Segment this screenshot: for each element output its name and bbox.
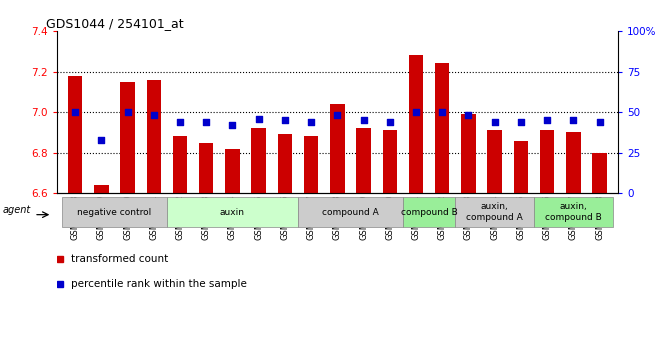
Point [96, 137, 107, 142]
Point [253, 116, 264, 121]
Bar [173, 137, 187, 193]
Point [174, 119, 185, 125]
Point [332, 112, 343, 118]
FancyBboxPatch shape [403, 197, 456, 227]
Point [306, 119, 317, 125]
Bar [488, 130, 502, 193]
Point [568, 117, 578, 123]
Bar [566, 132, 580, 193]
Point [595, 119, 605, 125]
Text: percentile rank within the sample: percentile rank within the sample [71, 279, 246, 289]
Text: agent: agent [3, 205, 31, 215]
Bar [409, 56, 424, 193]
Bar [356, 128, 371, 193]
Text: compound A: compound A [322, 208, 379, 217]
Bar [383, 130, 397, 193]
Bar [120, 82, 135, 193]
FancyBboxPatch shape [534, 197, 613, 227]
Point [385, 119, 395, 125]
Text: auxin,
compound A: auxin, compound A [466, 203, 523, 222]
Bar [514, 140, 528, 193]
Bar [146, 80, 161, 193]
Point [227, 122, 238, 128]
Point [69, 109, 80, 115]
FancyBboxPatch shape [298, 197, 403, 227]
Bar [330, 104, 345, 193]
Point [490, 119, 500, 125]
Point [463, 112, 474, 118]
Text: compound B: compound B [401, 208, 458, 217]
FancyBboxPatch shape [456, 197, 534, 227]
Bar [251, 128, 266, 193]
Bar [461, 114, 476, 193]
Point [358, 117, 369, 123]
Bar [68, 76, 82, 193]
Text: auxin,
compound B: auxin, compound B [545, 203, 602, 222]
Bar [278, 135, 292, 193]
Point [411, 109, 422, 115]
Text: transformed count: transformed count [71, 254, 168, 264]
Bar [304, 137, 319, 193]
Point [201, 119, 212, 125]
Point [542, 117, 552, 123]
Bar [94, 185, 109, 193]
Point [122, 109, 133, 115]
Bar [540, 130, 554, 193]
Point [148, 112, 159, 118]
Bar [199, 142, 214, 193]
Point [516, 119, 526, 125]
Bar [435, 63, 450, 193]
Text: GDS1044 / 254101_at: GDS1044 / 254101_at [45, 17, 183, 30]
Point [279, 117, 290, 123]
Bar [225, 149, 240, 193]
FancyBboxPatch shape [62, 197, 167, 227]
Text: negative control: negative control [77, 208, 152, 217]
Point [437, 109, 448, 115]
FancyBboxPatch shape [167, 197, 298, 227]
Bar [593, 153, 607, 193]
Text: auxin: auxin [220, 208, 245, 217]
